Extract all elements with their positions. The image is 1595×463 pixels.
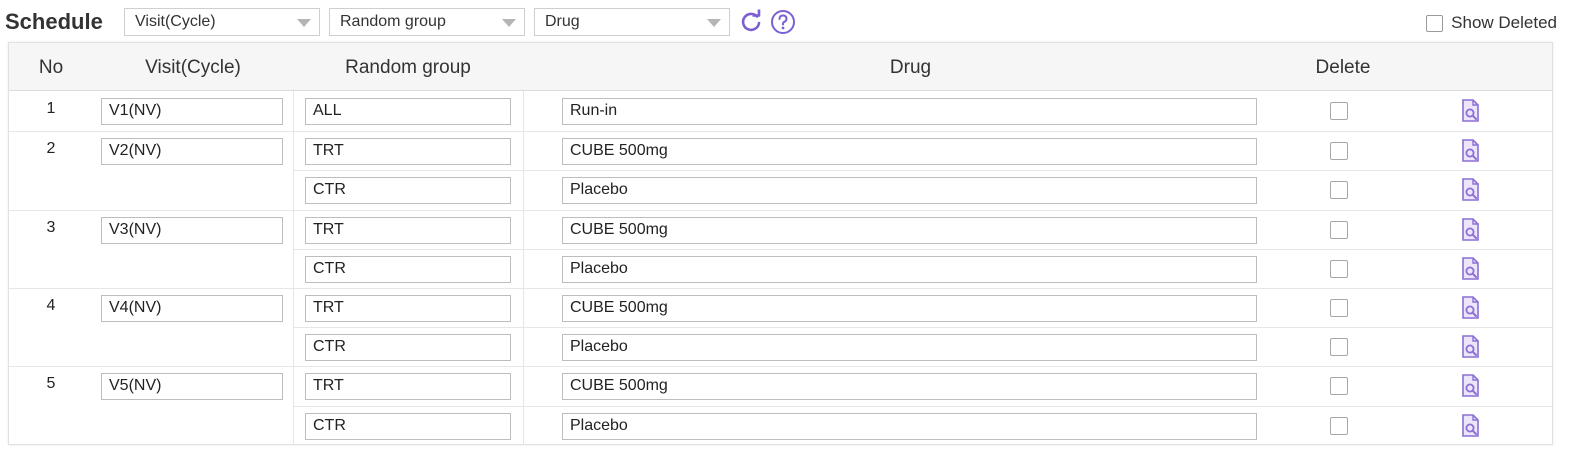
random-group-select[interactable]: Random group [329,8,525,36]
page-title: Schedule [5,9,103,34]
table-row: 5 V5(NV) TRT CUBE 500mg [9,366,1552,405]
delete-checkbox[interactable] [1330,338,1348,357]
delete-checkbox[interactable] [1330,102,1348,120]
table-row: 1 V1(NV) ALL Run-in [9,92,1552,131]
column-header-delete: Delete [1315,57,1371,78]
random-group-input[interactable]: CTR [305,412,511,440]
delete-checkbox[interactable] [1330,181,1348,200]
row-number: 3 [46,218,56,236]
row-number: 4 [46,297,56,314]
delete-checkbox[interactable] [1330,259,1348,278]
column-header-visit: Visit(Cycle) [145,57,241,78]
help-icon[interactable] [770,9,796,35]
table-row: CTR Placebo [9,405,1552,445]
toolbar: Schedule Visit(Cycle) Random group Drug … [0,0,1595,44]
column-header-random-group: Random group [345,57,471,78]
visit-input[interactable]: V2(NV) [101,138,283,166]
table-row: CTR Placebo [9,248,1552,288]
document-search-icon[interactable] [1461,99,1481,123]
document-search-icon[interactable] [1461,217,1481,242]
column-header-drug: Drug [889,57,932,78]
row-number: 5 [46,375,56,393]
delete-checkbox[interactable] [1330,142,1348,161]
random-group-input[interactable]: CTR [305,334,511,362]
random-group-input[interactable]: TRT [305,373,511,401]
random-group-input[interactable]: CTR [305,255,511,283]
visit-input[interactable]: V5(NV) [101,373,283,401]
visit-input[interactable]: V3(NV) [101,216,283,244]
schedule-table: No Visit(Cycle) Random group Drug Delete… [8,42,1553,445]
chevron-down-icon [502,19,516,27]
visit-cycle-select[interactable]: Visit(Cycle) [124,8,320,36]
row-number: 1 [46,100,56,117]
drug-input[interactable]: CUBE 500mg [562,138,1257,166]
chevron-down-icon [707,19,721,27]
table-header: No Visit(Cycle) Random group Drug Delete [9,43,1552,91]
column-divider [293,91,294,445]
drug-select-label: Drug [545,13,580,30]
row-number: 2 [46,140,56,158]
document-search-icon[interactable] [1461,178,1481,202]
drug-input[interactable]: Placebo [562,255,1257,283]
row-group-continuation [9,248,293,251]
table-row: 4 V4(NV) TRT CUBE 500mg [9,288,1552,327]
table-row: CTR Placebo [9,170,1552,209]
table-row: CTR Placebo [9,327,1552,366]
drug-select[interactable]: Drug [534,8,730,36]
random-group-select-label: Random group [340,13,446,30]
drug-input[interactable]: Placebo [562,177,1257,205]
document-search-icon[interactable] [1461,256,1481,281]
row-group-continuation [9,405,293,408]
drug-input[interactable]: Placebo [562,334,1257,362]
random-group-input[interactable]: TRT [305,216,511,244]
refresh-icon[interactable] [738,9,764,35]
visit-cycle-select-label: Visit(Cycle) [135,13,216,30]
row-group-continuation [9,170,293,173]
document-search-icon[interactable] [1461,296,1481,320]
table-row: 3 V3(NV) TRT CUBE 500mg [9,209,1552,249]
visit-input[interactable]: V1(NV) [101,98,283,125]
show-deleted-toggle[interactable]: Show Deleted [1426,13,1557,33]
column-header-no: No [38,57,64,78]
delete-checkbox[interactable] [1330,377,1348,396]
random-group-input[interactable]: TRT [305,138,511,166]
random-group-input[interactable]: CTR [305,177,511,205]
drug-input[interactable]: Placebo [562,412,1257,440]
chevron-down-icon [297,19,311,27]
show-deleted-checkbox[interactable] [1426,14,1444,32]
document-search-icon[interactable] [1461,374,1481,398]
delete-checkbox[interactable] [1330,220,1348,239]
table-row: 2 V2(NV) TRT CUBE 500mg [9,131,1552,170]
document-search-icon[interactable] [1461,335,1481,359]
delete-checkbox[interactable] [1330,416,1348,435]
delete-checkbox[interactable] [1330,299,1348,317]
random-group-input[interactable]: ALL [305,98,511,125]
visit-input[interactable]: V4(NV) [101,295,283,322]
drug-input[interactable]: CUBE 500mg [562,373,1257,401]
drug-input[interactable]: Run-in [562,98,1257,125]
random-group-input[interactable]: TRT [305,295,511,322]
drug-input[interactable]: CUBE 500mg [562,216,1257,244]
column-divider [523,91,524,445]
document-search-icon[interactable] [1461,139,1481,163]
row-group-continuation [9,327,293,330]
document-search-icon[interactable] [1461,413,1481,438]
drug-input[interactable]: CUBE 500mg [562,295,1257,322]
show-deleted-label: Show Deleted [1451,13,1557,32]
